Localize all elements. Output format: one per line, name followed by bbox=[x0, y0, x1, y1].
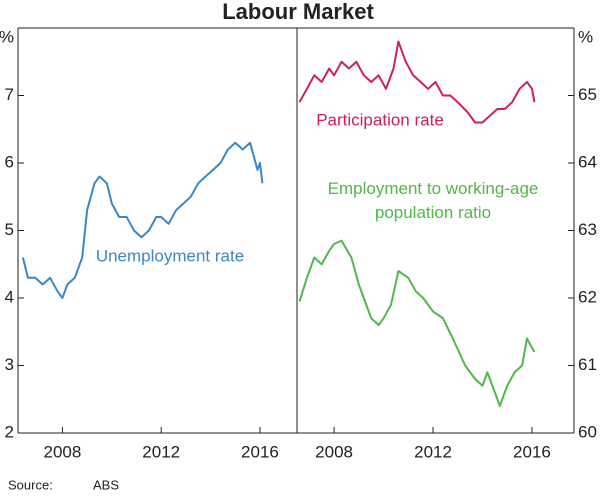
y-unit: % bbox=[578, 27, 593, 46]
source: ABS bbox=[93, 477, 119, 492]
y-tick-label: 4 bbox=[5, 287, 14, 306]
line bbox=[21, 141, 264, 299]
x-tick-label: 2008 bbox=[315, 442, 353, 461]
series-label: Employment to working-age population rat… bbox=[327, 179, 539, 222]
y-tick-label: 7 bbox=[5, 85, 14, 104]
series-label: Participation rate bbox=[316, 110, 444, 129]
y-tick-label: 6 bbox=[5, 152, 14, 171]
x-tick-label: 2012 bbox=[414, 442, 452, 461]
y-unit: % bbox=[0, 27, 14, 46]
source-label: Source: bbox=[8, 477, 53, 492]
y-tick-label: 62 bbox=[578, 287, 597, 306]
line bbox=[298, 239, 536, 407]
y-tick-label: 65 bbox=[578, 85, 597, 104]
y-tick-label: 5 bbox=[5, 220, 14, 239]
y-tick-label: 60 bbox=[578, 422, 597, 441]
chart-title: Labour Market bbox=[222, 0, 374, 24]
x-tick-label: 2008 bbox=[44, 442, 82, 461]
x-tick-label: 2012 bbox=[142, 442, 180, 461]
x-tick-label: 2016 bbox=[513, 442, 551, 461]
series-label-text: Employment to working-age population rat… bbox=[327, 179, 539, 222]
series-label: Unemployment rate bbox=[96, 246, 244, 265]
y-tick-label: 64 bbox=[578, 152, 597, 171]
y-tick-label: 3 bbox=[5, 355, 14, 374]
y-tick-label: 61 bbox=[578, 355, 597, 374]
x-tick-label: 2016 bbox=[241, 442, 279, 461]
y-tick-label: 63 bbox=[578, 220, 597, 239]
y-tick-label: 2 bbox=[5, 422, 14, 441]
line bbox=[298, 40, 536, 124]
